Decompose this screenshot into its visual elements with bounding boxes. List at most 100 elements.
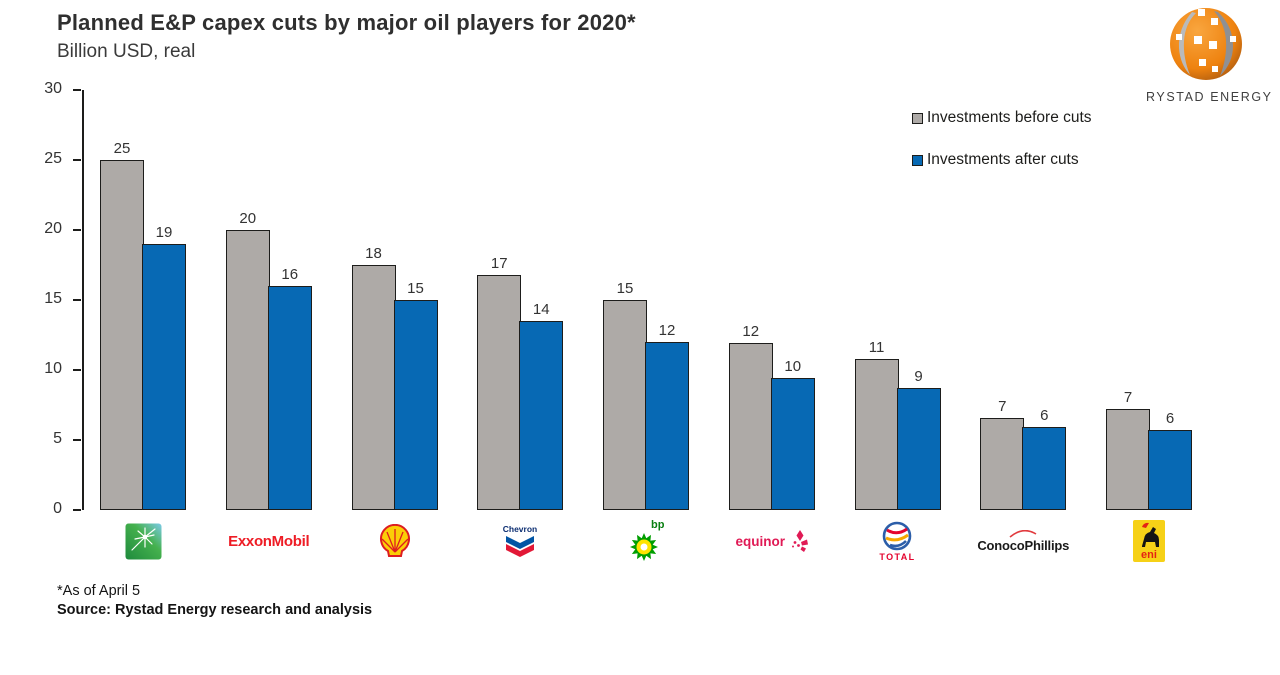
logo-cell-eni: eni [1106,517,1192,565]
bar-group-eni: 7 6 [1106,389,1192,510]
bar-value-label: 12 [742,323,760,340]
eni-wordmark: eni [1141,549,1157,561]
page-subtitle: Billion USD, real [57,41,196,62]
y-axis-label: 25 [44,150,62,167]
logo-cell-chevron: Chevron [477,517,563,565]
y-axis-tick [73,229,81,231]
legend-swatch-after-icon [912,154,923,166]
bar-before-equinor: 12 [728,323,773,510]
equinor-wordmark: equinor [735,533,786,549]
logo-cell-conocophillips: ConocoPhillips [977,517,1070,565]
bar-after-bp: 12 [645,322,689,510]
rystad-energy-wordmark: RYSTAD ENERGY [1146,90,1273,104]
logo-cell-exxonmobil: ExxonMobil [226,517,312,565]
bar-value-label: 6 [1165,410,1175,427]
plot-area: 25 19 20 16 18 15 17 [82,90,1210,510]
bp-logo-icon: bp [630,519,665,561]
eni-logo-icon: eni [1133,520,1165,562]
y-axis-tick [73,369,81,371]
y-axis-tick [73,509,81,511]
bar-after-shell: 15 [393,280,438,510]
bar-after-exxonmobil: 16 [267,266,312,510]
logo-cell-total: TOTAL [855,517,941,565]
equinor-logo-icon: equinor [735,530,808,552]
bar-after-eni: 6 [1148,410,1192,510]
conocophillips-swoosh-icon [1009,529,1037,538]
y-axis-label: 10 [44,360,62,377]
y-axis-label: 20 [44,220,62,237]
bar-value-label: 15 [407,280,424,297]
legend-swatch-before-icon [912,112,923,124]
source-line: Source: Rystad Energy research and analy… [57,602,373,618]
bar-group-saudi-aramco: 25 19 [100,140,186,510]
legend-label: Investments after cuts [927,151,1079,168]
bar-value-label: 16 [281,266,299,283]
bar-before-bp: 15 [603,280,647,510]
bar-group-conocophillips: 7 6 [980,398,1067,510]
bar-after-conocophillips: 6 [1022,407,1067,510]
y-axis-tick [73,299,81,301]
footnote-block: *As of April 5 Source: Rystad Energy res… [57,582,372,620]
chart-legend: Investments before cuts Investments afte… [912,109,1092,193]
y-axis-label: 30 [44,80,62,97]
bar-before-exxonmobil: 20 [225,210,270,510]
total-globe-icon [883,521,912,550]
legend-label: Investments before cuts [927,109,1092,126]
bar-value-label: 10 [784,358,802,375]
rystad-globe-icon [1170,8,1242,80]
y-axis-tick [73,89,81,91]
bar-value-label: 9 [914,368,923,385]
bar-value-label: 25 [113,140,131,157]
bar-after-saudi-aramco: 19 [142,224,186,510]
conocophillips-wordmark: ConocoPhillips [977,537,1070,553]
logo-cell-bp: bp [603,517,689,565]
bar-value-label: 18 [365,245,382,262]
bar-value-label: 12 [658,322,676,339]
bar-value-label: 7 [1123,389,1133,406]
y-axis-label: 0 [53,500,62,517]
shell-logo-icon [379,524,410,557]
bar-value-label: 6 [1040,407,1049,424]
chevron-logo-icon: Chevron [503,524,537,557]
bar-value-label: 11 [868,339,885,356]
bar-value-label: 7 [998,398,1007,415]
logo-cell-saudi-aramco [100,517,186,565]
conocophillips-logo-icon: ConocoPhillips [977,529,1070,553]
bar-group-chevron: 17 14 [477,255,564,510]
bar-group-bp: 15 12 [603,280,689,510]
bar-group-shell: 18 15 [351,245,438,510]
logo-cell-equinor: equinor [729,517,815,565]
bar-value-label: 14 [532,301,550,318]
bar-value-label: 20 [239,210,257,227]
bar-after-total: 9 [896,368,941,510]
bar-before-total: 11 [854,339,899,510]
y-axis-tick [73,159,81,161]
bar-value-label: 19 [155,224,173,241]
chevron-wordmark: Chevron [503,524,537,534]
bar-before-saudi-aramco: 25 [100,140,144,510]
y-axis: 0 5 10 15 20 25 30 [0,80,82,517]
bar-group-equinor: 12 10 [728,323,815,510]
exxonmobil-logo-icon: ExxonMobil [228,532,310,550]
footnote-asterisk: *As of April 5 [57,583,141,599]
bar-value-label: 15 [616,280,634,297]
bar-value-label: 17 [490,255,508,272]
y-axis-label: 15 [44,290,62,307]
saudi-aramco-logo-icon [125,523,161,559]
y-axis-label: 5 [53,430,62,447]
bar-before-chevron: 17 [477,255,522,510]
bar-group-exxonmobil: 20 16 [225,210,312,510]
page-title: Planned E&P capex cuts by major oil play… [57,10,636,35]
legend-item-before-cuts: Investments before cuts [912,109,1092,127]
bar-after-chevron: 14 [519,301,564,510]
logo-cell-shell [352,517,438,565]
bp-wordmark: bp [651,519,665,531]
x-axis-company-logos: ExxonMobil Chevron [82,517,1210,565]
legend-item-after-cuts: Investments after cuts [912,151,1092,169]
equinor-star-icon [792,530,808,552]
bar-after-equinor: 10 [770,358,815,510]
bar-before-shell: 18 [351,245,396,510]
total-logo-icon: TOTAL [879,521,915,562]
y-axis-tick [73,439,81,441]
